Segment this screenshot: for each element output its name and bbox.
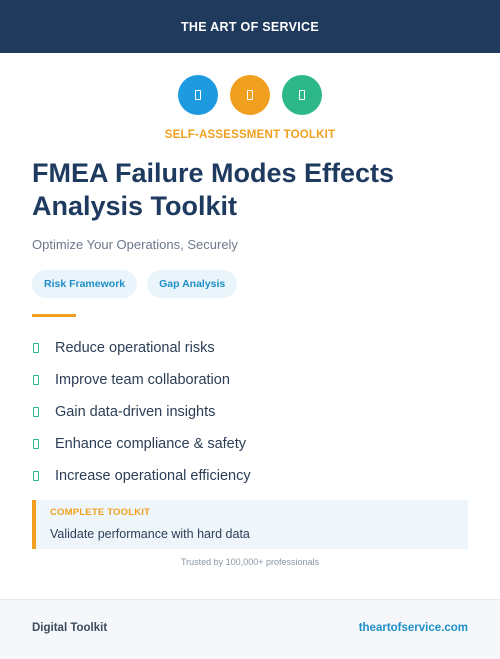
accent-divider bbox=[32, 314, 76, 317]
check-icon bbox=[33, 439, 39, 449]
list-item: Gain data-driven insights bbox=[32, 396, 251, 428]
list-item: Improve team collaboration bbox=[32, 364, 251, 396]
tag-gap-analysis[interactable]: Gap Analysis bbox=[147, 270, 238, 298]
tag-risk-framework[interactable]: Risk Framework bbox=[32, 270, 138, 298]
trust-line: Trusted by 100,000+ professionals bbox=[180, 557, 319, 567]
document-icon bbox=[230, 75, 270, 115]
benefit-text: Increase operational efficiency bbox=[55, 468, 251, 484]
callout-box: COMPLETE TOOLKIT Validate performance wi… bbox=[32, 500, 468, 549]
benefit-text: Gain data-driven insights bbox=[55, 404, 216, 420]
benefit-text: Reduce operational risks bbox=[55, 340, 215, 356]
footer-label: Digital Toolkit bbox=[32, 622, 108, 634]
callout-label: COMPLETE TOOLKIT bbox=[50, 507, 151, 518]
tag-list: Risk Framework Gap Analysis bbox=[32, 270, 238, 298]
subtitle: Optimize Your Operations, Securely bbox=[32, 237, 238, 252]
page-title: FMEA Failure Modes Effects Analysis Tool… bbox=[32, 158, 395, 221]
document-icon bbox=[282, 75, 322, 115]
header-bar: THE ART OF SERVICE bbox=[0, 0, 500, 53]
check-icon bbox=[33, 343, 39, 353]
callout-text: Validate performance with hard data bbox=[50, 527, 250, 541]
list-item: Enhance compliance & safety bbox=[32, 428, 251, 460]
kicker-label: SELF-ASSESSMENT TOOLKIT bbox=[164, 129, 336, 141]
document-icon bbox=[178, 75, 218, 115]
icon-row bbox=[0, 75, 500, 115]
footer-link[interactable]: theartofservice.com bbox=[358, 622, 468, 634]
list-item: Increase operational efficiency bbox=[32, 460, 251, 492]
list-item: Reduce operational risks bbox=[32, 332, 251, 364]
benefit-text: Improve team collaboration bbox=[55, 372, 230, 388]
check-icon bbox=[33, 471, 39, 481]
footer: Digital Toolkit theartofservice.com bbox=[0, 599, 500, 659]
benefit-list: Reduce operational risks Improve team co… bbox=[32, 332, 251, 492]
check-icon bbox=[33, 375, 39, 385]
check-icon bbox=[33, 407, 39, 417]
benefit-text: Enhance compliance & safety bbox=[55, 436, 247, 452]
brand-title: THE ART OF SERVICE bbox=[180, 19, 320, 34]
